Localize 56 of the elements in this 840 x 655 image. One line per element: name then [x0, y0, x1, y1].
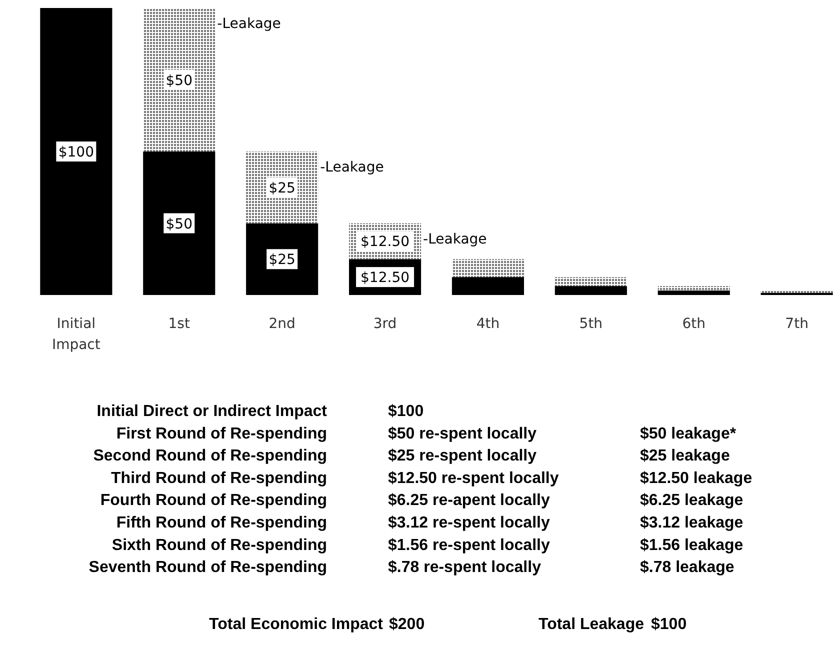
- bar: [143, 152, 216, 295]
- text: Initial Direct or Indirect Impact: [96, 403, 328, 420]
- text: $1.56 re-spent locally: [388, 536, 550, 554]
- text: Fourth Round of Re-spending: [100, 492, 327, 510]
- bar: [40, 8, 112, 295]
- text: First Round of Re-spending: [116, 425, 327, 442]
- text: $100: [651, 616, 687, 633]
- bar: [452, 259, 524, 278]
- bar: [658, 286, 730, 291]
- text: Sixth Round of Re-spending: [112, 536, 327, 554]
- data-label: $100: [58, 144, 94, 160]
- bar: [658, 290, 730, 295]
- text: Total Economic Impact: [209, 616, 384, 633]
- text: $25 re-spent locally: [388, 448, 537, 465]
- x-tick-label: 3rd: [373, 316, 397, 332]
- text: $.78 leakage: [640, 559, 734, 576]
- bar: [554, 286, 627, 295]
- data-label: $50: [166, 72, 192, 89]
- annotation: -Leakage: [217, 16, 281, 32]
- data-label: $12.50: [360, 270, 410, 286]
- x-tick-label: 4th: [476, 316, 500, 332]
- data-label: $25: [268, 252, 296, 268]
- annotation: -Leakage: [423, 231, 487, 248]
- data-label: $25: [268, 180, 296, 196]
- text: Total Leakage: [538, 616, 644, 633]
- text: $3.12 re-spent locally: [388, 514, 550, 532]
- annotation: -Leakage: [320, 160, 384, 176]
- text: $50 leakage*: [640, 425, 737, 442]
- bar: [143, 8, 216, 152]
- text: Third Round of Re-spending: [111, 470, 327, 487]
- bar: [246, 223, 318, 295]
- text: $25 leakage: [640, 448, 730, 465]
- x-tick-label: 5th: [579, 316, 603, 332]
- text: $3.12 leakage: [640, 514, 744, 532]
- x-tick-label: 6th: [682, 316, 706, 332]
- text: Second Round of Re-spending: [93, 448, 327, 465]
- text: Fifth Round of Re-spending: [116, 514, 327, 532]
- bar: [452, 277, 524, 295]
- x-tick-label: Initial Impact: [52, 316, 101, 353]
- text: $100: [388, 403, 424, 420]
- x-tick-label: 1st: [168, 316, 190, 332]
- text: $50 re-spent locally: [388, 425, 537, 442]
- bar: [554, 277, 627, 286]
- text: $200: [389, 616, 425, 633]
- text: $6.25 leakage: [640, 492, 744, 510]
- text: Seventh Round of Re-spending: [88, 559, 327, 576]
- text: $12.50 leakage: [640, 470, 752, 487]
- data-label: $12.50: [360, 234, 410, 250]
- x-tick-label: 7th: [785, 316, 808, 332]
- x-tick-label: 2nd: [268, 316, 296, 332]
- text: $1.56 leakage: [640, 536, 744, 554]
- bar: [246, 152, 318, 224]
- text: $12.50 re-spent locally: [388, 470, 559, 487]
- text: $.78 re-spent locally: [388, 559, 542, 576]
- data-label: $50: [166, 216, 192, 232]
- text: $6.25 re-apent locally: [388, 492, 550, 510]
